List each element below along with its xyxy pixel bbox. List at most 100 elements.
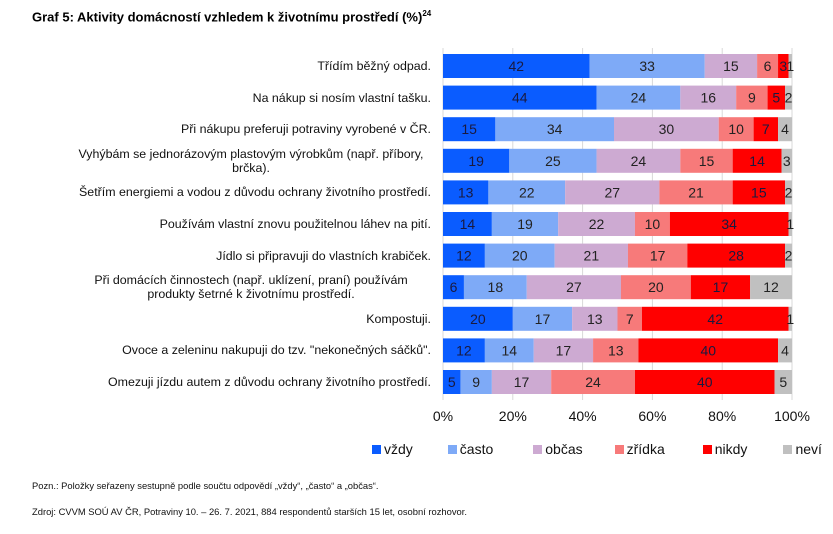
data-label: 1 — [786, 58, 794, 74]
data-label: 9 — [748, 90, 756, 106]
data-label: 6 — [450, 279, 458, 295]
bar-segment-občas — [596, 148, 681, 173]
data-label: 33 — [639, 58, 655, 74]
chart-note: Pozn.: Položky seřazeny sestupně podle s… — [32, 480, 379, 491]
bar-segment-občas — [565, 180, 660, 205]
chart-title: Graf 5: Aktivity domácností vzhledem k ž… — [32, 9, 432, 25]
bar-segment-zřídka — [620, 275, 691, 300]
data-label: 13 — [608, 342, 624, 358]
bar-segment-neví — [785, 85, 792, 110]
bar-segment-vždy — [443, 180, 489, 205]
bar-segment-nikdy — [638, 338, 779, 363]
data-label: 17 — [514, 374, 530, 390]
data-label: 17 — [650, 248, 666, 264]
legend-item-často: často — [447, 441, 493, 457]
category-label: Používám vlastní znovu použitelnou láhev… — [159, 217, 431, 231]
legend-item-neví: neví — [783, 441, 822, 457]
data-label: 17 — [556, 342, 572, 358]
x-tick-label: 40% — [569, 408, 597, 424]
data-label: 24 — [585, 374, 601, 390]
data-label: 14 — [502, 342, 518, 358]
data-label: 1 — [786, 216, 794, 232]
bar-segment-nikdy — [669, 212, 789, 236]
data-label: 4 — [781, 342, 789, 358]
bar-segment-nikdy — [687, 243, 786, 268]
bar-segment-často — [495, 117, 615, 142]
bar-segment-často — [491, 212, 559, 236]
bar-segment-neví — [785, 243, 792, 268]
bar-segment-nikdy — [767, 85, 786, 110]
data-label: 2 — [785, 90, 793, 106]
data-label: 12 — [456, 342, 472, 358]
bar-segment-často — [512, 306, 573, 331]
data-label: 1 — [786, 311, 794, 327]
data-label: 15 — [751, 184, 767, 200]
category-label: Při domácích činnostech (např. uklízení,… — [94, 273, 408, 302]
bar-segment-občas — [491, 370, 552, 394]
data-label: 22 — [589, 216, 605, 232]
bar-segment-vždy — [443, 54, 590, 78]
bar-segment-občas — [554, 243, 628, 268]
data-label: 3 — [779, 58, 787, 74]
bar-segment-občas — [526, 275, 621, 300]
bar-segment-neví — [785, 180, 792, 205]
legend-label: zřídka — [626, 441, 665, 457]
bar-segment-vždy — [443, 212, 492, 236]
bar-segment-občas — [558, 212, 635, 236]
legend-swatch — [614, 444, 624, 454]
data-label: 42 — [707, 311, 723, 327]
bar-segment-často — [596, 85, 681, 110]
legend-item-zřídka: zřídka — [614, 441, 665, 457]
data-label: 4 — [781, 121, 789, 137]
data-label: 20 — [470, 311, 486, 327]
bar-segment-často — [460, 370, 492, 394]
legend-swatch — [533, 444, 543, 454]
data-label: 10 — [645, 216, 661, 232]
bar-segment-vždy — [443, 85, 597, 110]
title-footnote-ref: 24 — [422, 9, 432, 18]
bar-segment-často — [488, 180, 566, 205]
data-label: 27 — [566, 279, 582, 295]
x-tick-label: 80% — [708, 408, 736, 424]
bar-segment-zřídka — [757, 54, 779, 78]
legend: vždy často občas zřídka nikdy neví — [372, 441, 822, 457]
data-label: 22 — [519, 184, 535, 200]
x-tick-label: 0% — [433, 408, 453, 424]
data-label: 10 — [728, 121, 744, 137]
data-label: 17 — [713, 279, 729, 295]
category-label: Kompostuji. — [366, 311, 431, 326]
bar-segment-zřídka — [551, 370, 635, 394]
data-label: 40 — [697, 374, 713, 390]
bar-segment-nikdy — [778, 54, 789, 78]
data-label: 44 — [512, 90, 528, 106]
bar-segment-zřídka — [634, 212, 670, 236]
bar-segment-neví — [778, 117, 792, 142]
data-label: 21 — [688, 184, 704, 200]
data-label: 30 — [659, 121, 675, 137]
legend-label: neví — [795, 441, 822, 457]
data-label: 14 — [749, 153, 765, 169]
data-label: 12 — [763, 279, 779, 295]
data-label: 5 — [779, 374, 787, 390]
bar-segment-občas — [572, 306, 618, 331]
bar-segment-neví — [750, 275, 792, 300]
data-label: 19 — [517, 216, 533, 232]
bar-segment-zřídka — [617, 306, 642, 331]
bar-segment-vždy — [443, 338, 485, 363]
bar-segment-neví — [788, 54, 792, 78]
legend-swatch — [372, 444, 381, 454]
legend-item-nikdy: nikdy — [702, 441, 747, 457]
bar-segment-nikdy — [641, 306, 789, 331]
bar-segment-zřídka — [736, 85, 768, 110]
bar-segment-neví — [778, 338, 792, 363]
bar-segment-neví — [788, 212, 792, 236]
category-label: Šetřím energiemi a vodou z důvodu ochran… — [79, 185, 431, 200]
bar-segment-často — [509, 148, 597, 173]
category-label: Jídlo si připravuji do vlastních krabiče… — [216, 248, 431, 263]
legend-item-vždy: vždy — [372, 441, 413, 457]
data-label: 13 — [587, 311, 603, 327]
data-label: 42 — [509, 58, 525, 74]
data-label: 14 — [460, 216, 476, 232]
data-label: 20 — [512, 248, 528, 264]
data-label: 15 — [699, 153, 715, 169]
